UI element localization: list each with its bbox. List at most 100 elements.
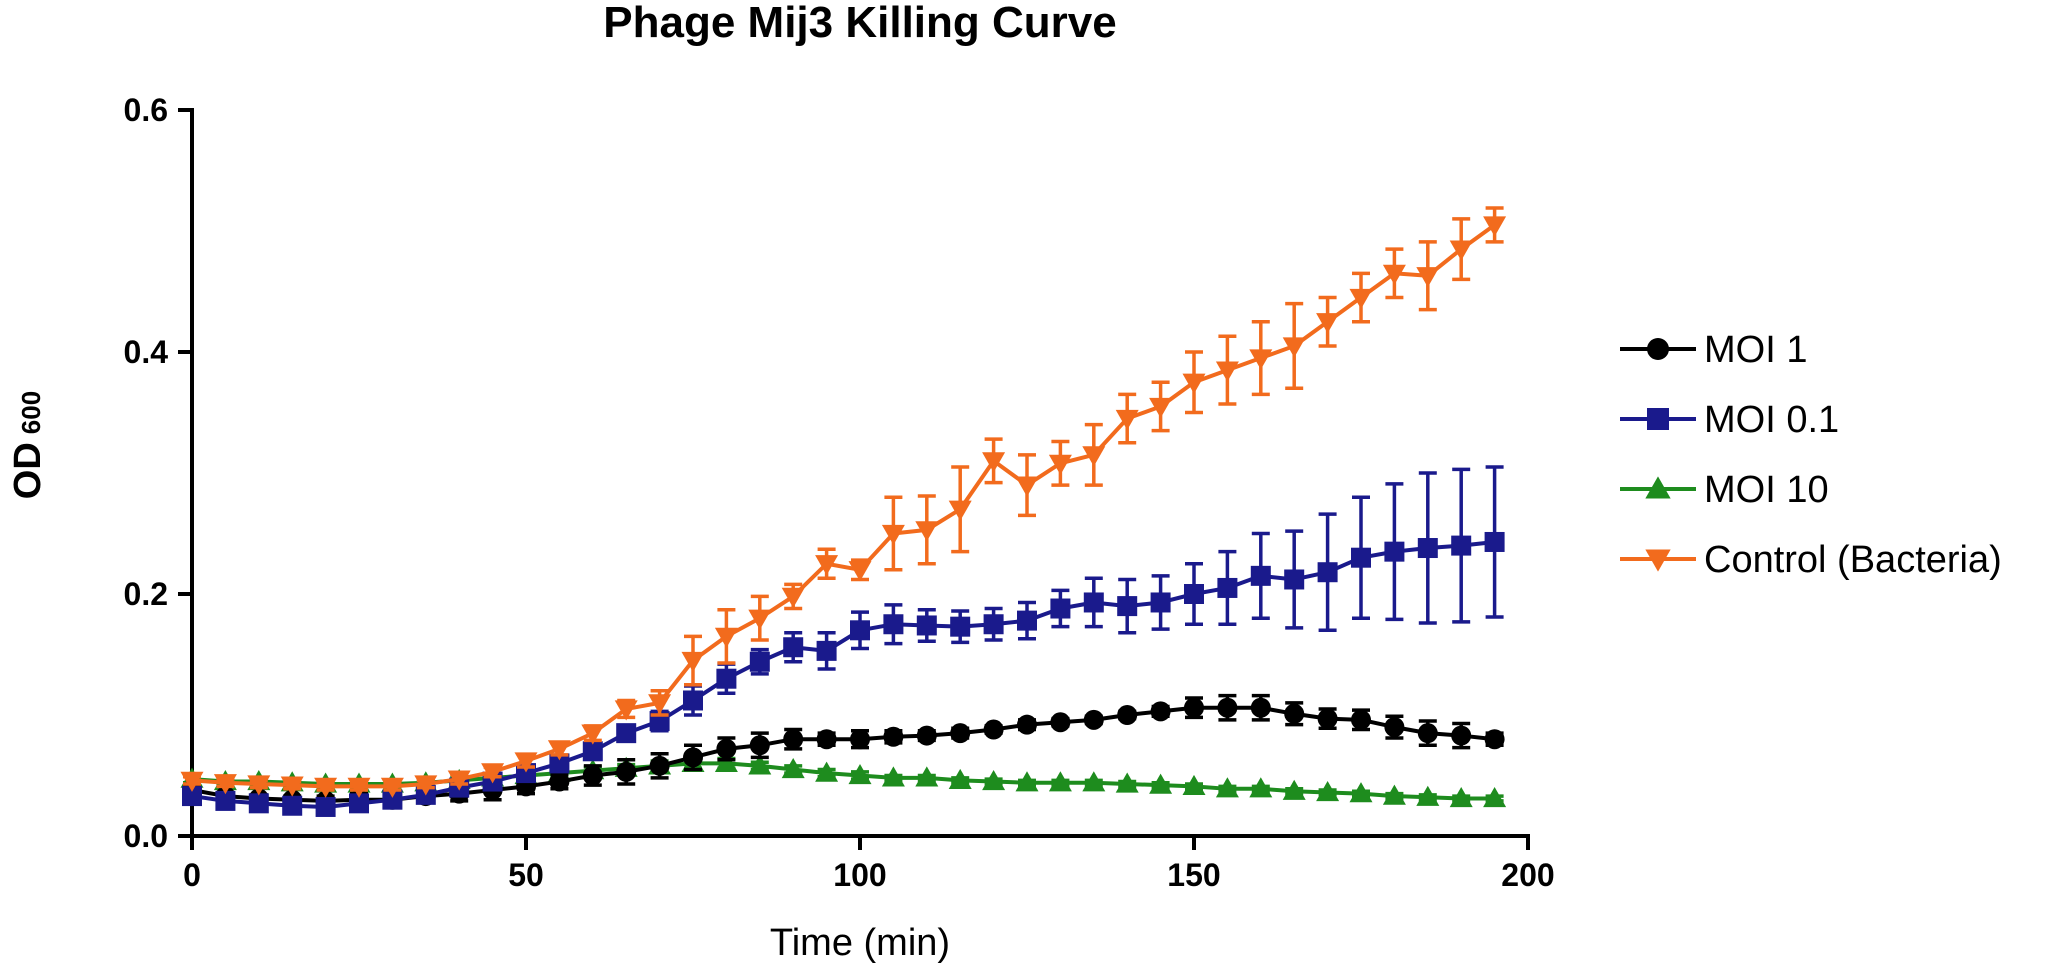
data-point: [681, 651, 705, 673]
data-point: [850, 620, 870, 641]
data-point: [716, 738, 737, 759]
data-point: [1115, 409, 1139, 431]
data-point: [248, 793, 269, 814]
data-point: [1184, 697, 1204, 718]
data-point: [315, 796, 336, 817]
data-point: [1150, 592, 1171, 613]
data-point: [1282, 337, 1306, 358]
data-point: [447, 770, 471, 791]
data-point: [982, 452, 1006, 473]
chart-title: Phage Mij3 Killing Curve: [603, 0, 1116, 47]
data-point: [1416, 267, 1440, 288]
x-axis-label: Time (min): [770, 922, 950, 964]
y-axis-label: OD 600: [7, 391, 49, 499]
legend-marker: [1645, 549, 1671, 572]
data-point: [816, 640, 837, 661]
data-point: [549, 771, 570, 792]
data-point: [1215, 777, 1239, 798]
data-point: [1484, 531, 1505, 552]
data-point: [1184, 584, 1204, 604]
data-point: [1351, 709, 1371, 730]
data-point: [1217, 577, 1238, 598]
data-point: [883, 726, 904, 747]
axes: 0.0 0.2 0.4 0.6 0 50 100 150 200: [124, 92, 1555, 893]
x-tick-label: 100: [833, 857, 886, 893]
data-point: [213, 774, 237, 795]
data-point: [716, 668, 737, 689]
data-point: [1250, 697, 1271, 718]
data-point: [616, 723, 637, 744]
series-control-bacteria: [180, 206, 1507, 798]
data-point: [915, 766, 939, 787]
data-point: [983, 614, 1004, 635]
data-point: [382, 789, 403, 810]
data-point: [915, 521, 939, 542]
legend-item: Control (Bacteria): [1620, 539, 2002, 581]
data-point: [1451, 725, 1472, 746]
data-point: [749, 651, 770, 672]
legend: MOI 1 MOI 0.1 MOI 10 Control (Bacteria): [1620, 329, 2002, 581]
data-point: [282, 795, 303, 816]
data-point: [547, 740, 571, 761]
data-point: [215, 790, 236, 811]
data-point: [481, 763, 505, 784]
data-point: [1384, 541, 1405, 562]
data-point: [815, 555, 839, 576]
data-point: [881, 766, 905, 787]
data-point: [314, 777, 338, 798]
data-point: [1317, 562, 1338, 583]
data-point: [1150, 701, 1171, 722]
data-point: [781, 757, 805, 779]
data-point: [948, 500, 972, 521]
data-point: [748, 754, 772, 775]
data-point: [848, 764, 872, 785]
data-point: [1250, 565, 1271, 586]
data-point: [1048, 454, 1072, 475]
data-point: [1083, 592, 1104, 613]
series-line: [191, 223, 1496, 789]
data-point: [1249, 349, 1273, 370]
legend-label: MOI 10: [1704, 469, 1829, 511]
y-tick-label: 0.2: [124, 576, 168, 612]
legend-marker: [1647, 408, 1669, 430]
data-point: [950, 723, 971, 744]
x-tick-label: 0: [183, 857, 201, 893]
data-point: [349, 793, 369, 814]
data-point: [948, 768, 972, 789]
data-point: [582, 741, 603, 762]
data-point: [616, 761, 637, 782]
data-point: [1484, 729, 1505, 750]
data-point: [1082, 771, 1106, 792]
data-point: [581, 724, 605, 745]
data-point: [649, 755, 670, 776]
data-point: [1082, 446, 1106, 467]
data-point: [749, 735, 770, 756]
data-point: [1149, 397, 1173, 418]
data-point: [280, 776, 304, 797]
data-point: [414, 775, 438, 796]
legend-marker: [1647, 338, 1669, 360]
data-point: [1017, 714, 1037, 735]
data-point: [714, 751, 738, 773]
data-point: [380, 777, 404, 798]
data-point: [1483, 216, 1507, 237]
legend-item: MOI 0.1: [1620, 399, 1839, 441]
data-point: [816, 729, 837, 750]
data-point: [1284, 569, 1305, 590]
data-point: [514, 752, 538, 773]
data-point: [347, 777, 371, 798]
data-point: [1182, 373, 1206, 394]
data-point: [1017, 610, 1037, 631]
data-point: [1483, 786, 1507, 808]
data-point: [683, 690, 703, 711]
data-point: [1284, 703, 1305, 724]
legend-label: MOI 1: [1704, 329, 1807, 371]
data-point: [1382, 264, 1406, 285]
x-tick-label: 150: [1167, 857, 1220, 893]
data-point: [1317, 708, 1338, 729]
x-tick-label: 50: [508, 857, 544, 893]
series-moi-0-1: [182, 465, 1505, 817]
data-point: [848, 561, 872, 582]
data-point: [1117, 705, 1138, 725]
